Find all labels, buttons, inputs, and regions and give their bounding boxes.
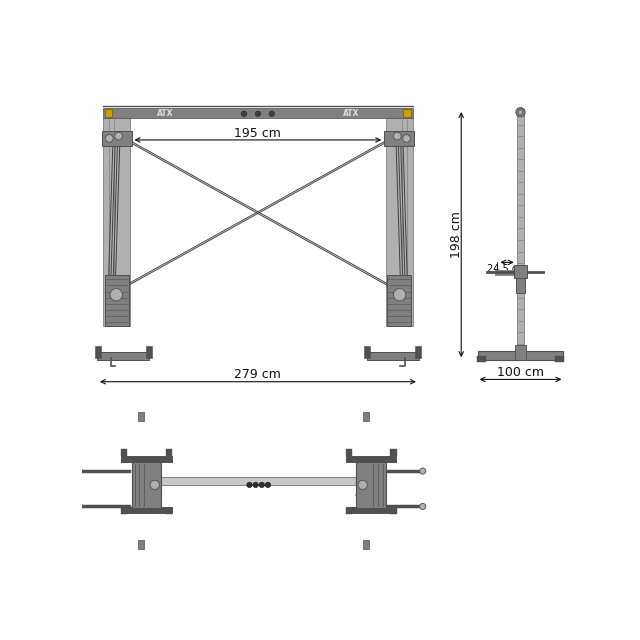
Bar xyxy=(367,353,419,360)
Bar xyxy=(363,412,369,421)
Bar xyxy=(555,356,564,362)
Circle shape xyxy=(518,110,523,115)
Bar xyxy=(95,346,101,358)
Text: 100 cm: 100 cm xyxy=(497,366,544,379)
Circle shape xyxy=(150,480,159,490)
Bar xyxy=(356,462,386,508)
Circle shape xyxy=(420,504,426,509)
Bar xyxy=(515,345,526,360)
Bar xyxy=(403,109,411,117)
Bar xyxy=(103,108,413,118)
Bar xyxy=(138,412,144,421)
Bar xyxy=(478,351,563,360)
Bar xyxy=(513,266,527,278)
Circle shape xyxy=(76,504,83,509)
Circle shape xyxy=(394,289,406,301)
Bar xyxy=(477,356,486,362)
Bar xyxy=(145,346,152,358)
Bar xyxy=(387,275,411,326)
Circle shape xyxy=(247,482,252,488)
Text: 195 cm: 195 cm xyxy=(234,127,282,140)
Text: ATX: ATX xyxy=(343,109,359,118)
Bar xyxy=(159,477,359,485)
Circle shape xyxy=(259,482,264,488)
Bar xyxy=(121,508,127,514)
Circle shape xyxy=(420,468,426,474)
Circle shape xyxy=(115,132,122,140)
Circle shape xyxy=(516,108,525,117)
Bar xyxy=(386,118,413,326)
Bar xyxy=(346,508,352,514)
Bar xyxy=(363,540,369,549)
Circle shape xyxy=(255,111,260,116)
Text: 279 cm: 279 cm xyxy=(234,368,282,381)
Bar xyxy=(121,449,127,456)
Circle shape xyxy=(403,134,410,142)
Bar xyxy=(102,131,132,146)
Bar xyxy=(390,449,397,456)
Circle shape xyxy=(76,468,83,474)
Bar xyxy=(415,346,421,358)
Circle shape xyxy=(253,482,259,488)
Circle shape xyxy=(358,480,367,490)
Bar xyxy=(364,346,371,358)
Circle shape xyxy=(241,111,247,116)
Bar xyxy=(517,109,524,345)
Bar xyxy=(97,353,149,360)
Bar xyxy=(138,540,144,549)
Bar xyxy=(384,131,414,146)
Bar xyxy=(132,462,161,508)
Circle shape xyxy=(269,111,275,116)
Bar xyxy=(166,508,172,514)
Text: 198 cm: 198 cm xyxy=(450,211,463,258)
Circle shape xyxy=(106,134,113,142)
Bar xyxy=(105,109,113,117)
Bar xyxy=(516,278,525,293)
Circle shape xyxy=(265,482,271,488)
Bar xyxy=(346,449,352,456)
Bar xyxy=(103,118,130,326)
Text: ATX: ATX xyxy=(157,109,173,118)
Bar xyxy=(390,508,397,514)
Bar xyxy=(166,449,172,456)
Circle shape xyxy=(110,289,122,301)
Text: 24,5 cm: 24,5 cm xyxy=(487,264,527,275)
Bar xyxy=(105,275,129,326)
Circle shape xyxy=(394,132,401,140)
